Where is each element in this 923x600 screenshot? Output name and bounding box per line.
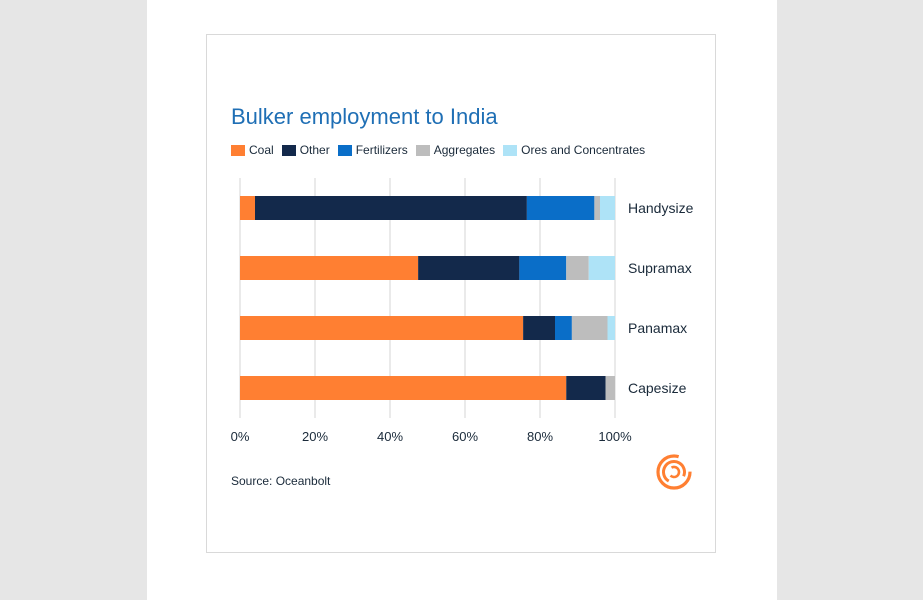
legend-label: Aggregates	[433, 143, 496, 157]
bar-segment-other	[566, 376, 606, 400]
bar-segment-coal	[240, 376, 567, 400]
legend-item-ores-and-concentrates: Ores and Concentrates	[503, 143, 645, 157]
category-label: Handysize	[628, 200, 694, 216]
bar-segment-aggregates	[594, 196, 600, 220]
x-tick-label: 100%	[598, 429, 632, 444]
legend-label: Coal	[249, 143, 274, 157]
bar-segment-aggregates	[571, 316, 608, 340]
legend-swatch	[503, 144, 518, 156]
legend-swatch	[415, 144, 430, 156]
category-label: Panamax	[628, 320, 687, 336]
category-label: Capesize	[628, 380, 687, 396]
x-tick-label: 0%	[231, 429, 250, 444]
bar-segment-aggregates	[566, 256, 589, 280]
bar-segment-coal	[240, 316, 524, 340]
x-tick-label: 20%	[302, 429, 328, 444]
legend-item-coal: Coal	[231, 143, 274, 157]
legend-item-fertilizers: Fertilizers	[337, 143, 408, 157]
bar-segment-other	[255, 196, 527, 220]
chart-legend: Coal Other Fertilizers Aggregates Ores and C…	[231, 141, 653, 159]
x-tick-label: 80%	[527, 429, 553, 444]
bar-segment-fertilizers	[555, 316, 572, 340]
bar-segment-other	[523, 316, 555, 340]
source-note: Source: Oceanbolt	[231, 474, 331, 488]
bar-segment-ores-and-concentrates	[600, 196, 615, 220]
oceanbolt-logo-icon	[656, 454, 692, 490]
chart-card	[206, 34, 716, 553]
legend-label: Fertilizers	[355, 143, 408, 157]
bar-segment-other	[418, 256, 520, 280]
legend-item-other: Other	[281, 143, 330, 157]
bar-segment-coal	[240, 256, 419, 280]
legend-label: Other	[299, 143, 330, 157]
x-tick-label: 40%	[377, 429, 403, 444]
legend-swatch	[281, 144, 296, 156]
bar-segment-fertilizers	[526, 196, 595, 220]
legend-item-aggregates: Aggregates	[415, 143, 496, 157]
category-label: Supramax	[628, 260, 692, 276]
bar-segment-ores-and-concentrates	[607, 316, 615, 340]
legend-label: Ores and Concentrates	[521, 143, 646, 157]
bar-segment-aggregates	[605, 376, 615, 400]
bar-segment-coal	[240, 196, 255, 220]
legend-swatch	[337, 144, 352, 156]
bar-segment-fertilizers	[519, 256, 567, 280]
bar-segment-ores-and-concentrates	[588, 256, 615, 280]
chart-title: Bulker employment to India	[231, 104, 498, 129]
legend-swatch	[231, 144, 245, 156]
x-tick-label: 60%	[452, 429, 478, 444]
